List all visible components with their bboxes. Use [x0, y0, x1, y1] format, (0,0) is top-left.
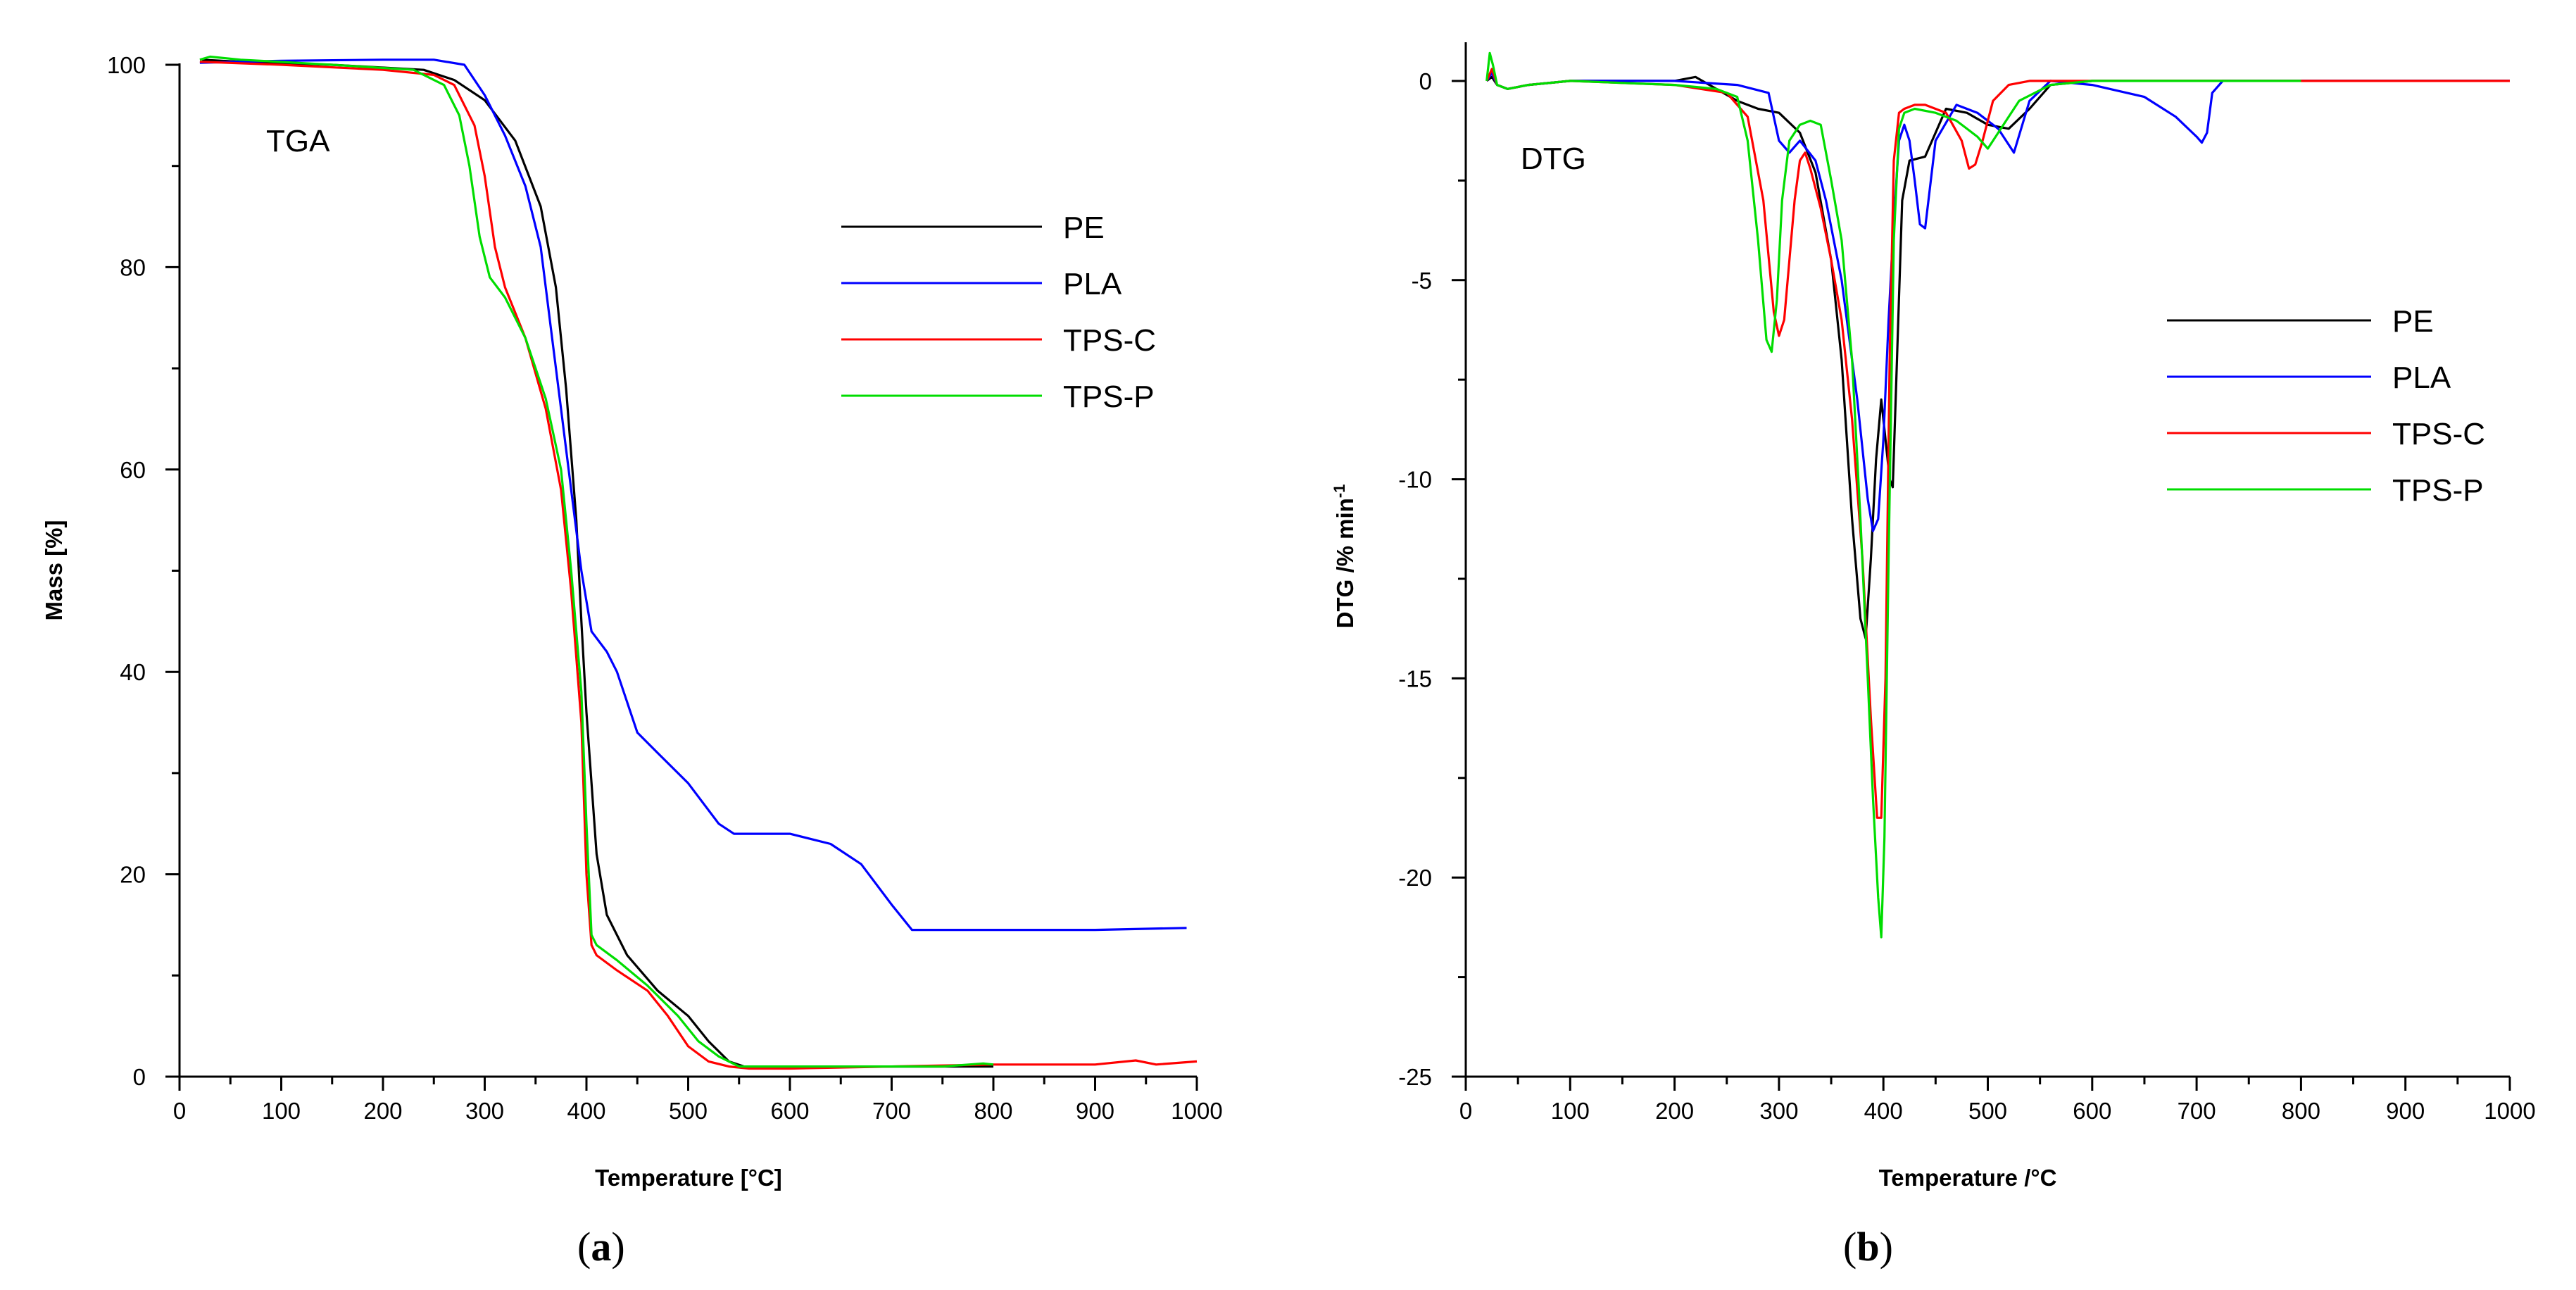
y-tick-label: -5 — [1412, 268, 1432, 294]
series-line-tps-c — [199, 61, 1198, 1070]
series-line-pe — [1485, 75, 2510, 640]
panel-label-b: (b) — [1843, 1224, 1893, 1270]
series-line-pe — [201, 58, 993, 1068]
tga-y-axis-title: Mass [%] — [41, 520, 67, 620]
dtg-y-axis-title: DTG /% min-1 — [1331, 484, 1358, 629]
x-tick-label: 600 — [2073, 1098, 2111, 1124]
tga-x-axis-title: Temperature [°C] — [595, 1165, 782, 1191]
y-tick-label: -20 — [1398, 865, 1432, 891]
y-tick-label: -15 — [1398, 665, 1432, 691]
x-tick-label: 100 — [262, 1098, 301, 1124]
dtg-legend: PE PLA TPS-C TPS-P — [2167, 304, 2485, 508]
tga-legend-label-pe: PE — [1063, 211, 1105, 245]
panel-label-a-letter: a — [591, 1224, 611, 1270]
x-tick-label: 0 — [1459, 1098, 1472, 1124]
series-line-tps-p — [199, 55, 994, 1068]
dtg-series — [1485, 51, 2510, 939]
y-tick-label: 20 — [120, 862, 146, 888]
y-tick-label: -25 — [1398, 1064, 1432, 1090]
y-tick-label: 100 — [107, 52, 146, 78]
tga-series — [199, 55, 1198, 1070]
series-line-pla — [1485, 71, 2510, 532]
y-tick-label: 80 — [120, 254, 146, 280]
dtg-y-ticks: 0 -5 -10 -15 -20 -25 — [1398, 68, 1466, 1090]
dtg-x-ticks: 0 100 200 300 400 500 600 700 800 900 1000 — [1459, 1077, 2536, 1124]
tga-legend-label-tps-c: TPS-C — [1063, 323, 1156, 358]
x-tick-label: 500 — [669, 1098, 708, 1124]
x-tick-label: 200 — [363, 1098, 402, 1124]
x-tick-label: 300 — [465, 1098, 504, 1124]
x-tick-label: 200 — [1655, 1098, 1694, 1124]
x-tick-label: 400 — [567, 1098, 605, 1124]
tga-title: TGA — [266, 124, 330, 158]
x-tick-label: 300 — [1759, 1098, 1798, 1124]
x-tick-label: 900 — [2386, 1098, 2425, 1124]
dtg-x-axis-title: Temperature /°C — [1879, 1165, 2057, 1191]
y-tick-label: -10 — [1398, 467, 1432, 493]
series-line-pla — [199, 58, 1187, 932]
tga-y-ticks: 0 20 40 60 80 100 — [107, 52, 180, 1090]
dtg-y-axis-title-sup: -1 — [1331, 484, 1348, 499]
y-tick-label: 60 — [120, 457, 146, 483]
panel-label-b-letter: b — [1856, 1224, 1879, 1270]
x-tick-label: 0 — [173, 1098, 186, 1124]
dtg-legend-label-tps-c: TPS-C — [2392, 417, 2485, 451]
x-tick-label: 600 — [770, 1098, 809, 1124]
tga-chart: 0 100 200 300 400 500 600 700 800 900 1000 0 20 40 60… — [41, 52, 1223, 1270]
tga-legend-label-pla: PLA — [1063, 267, 1122, 301]
x-tick-label: 100 — [1551, 1098, 1590, 1124]
x-tick-label: 1000 — [2484, 1098, 2535, 1124]
x-tick-label: 1000 — [1171, 1098, 1222, 1124]
tga-x-ticks: 0 100 200 300 400 500 600 700 800 900 1000 — [173, 1077, 1223, 1124]
y-tick-label: 0 — [133, 1064, 146, 1090]
dtg-title: DTG — [1521, 142, 1586, 176]
x-tick-label: 800 — [974, 1098, 1012, 1124]
x-tick-label: 700 — [2178, 1098, 2216, 1124]
series-line-tps-p — [1485, 51, 2301, 939]
tga-legend: PE PLA TPS-C TPS-P — [841, 211, 1156, 414]
y-tick-label: 0 — [1419, 68, 1432, 94]
tga-legend-label-tps-p: TPS-P — [1063, 380, 1155, 414]
x-tick-label: 900 — [1076, 1098, 1114, 1124]
x-tick-label: 500 — [1968, 1098, 2007, 1124]
y-tick-label: 40 — [120, 659, 146, 685]
dtg-legend-label-pla: PLA — [2392, 361, 2451, 395]
x-tick-label: 700 — [872, 1098, 911, 1124]
panel-label-a: (a) — [577, 1224, 625, 1270]
dtg-legend-label-tps-p: TPS-P — [2392, 473, 2484, 508]
x-tick-label: 800 — [2282, 1098, 2320, 1124]
dtg-legend-label-pe: PE — [2392, 304, 2434, 339]
dtg-y-axis-title-main: DTG /% min — [1332, 498, 1358, 628]
series-line-tps-c — [1485, 68, 2510, 819]
x-tick-label: 400 — [1864, 1098, 1903, 1124]
dtg-chart: 0 100 200 300 400 500 600 700 800 900 1000 0 -5 -10 -… — [1331, 42, 2536, 1270]
